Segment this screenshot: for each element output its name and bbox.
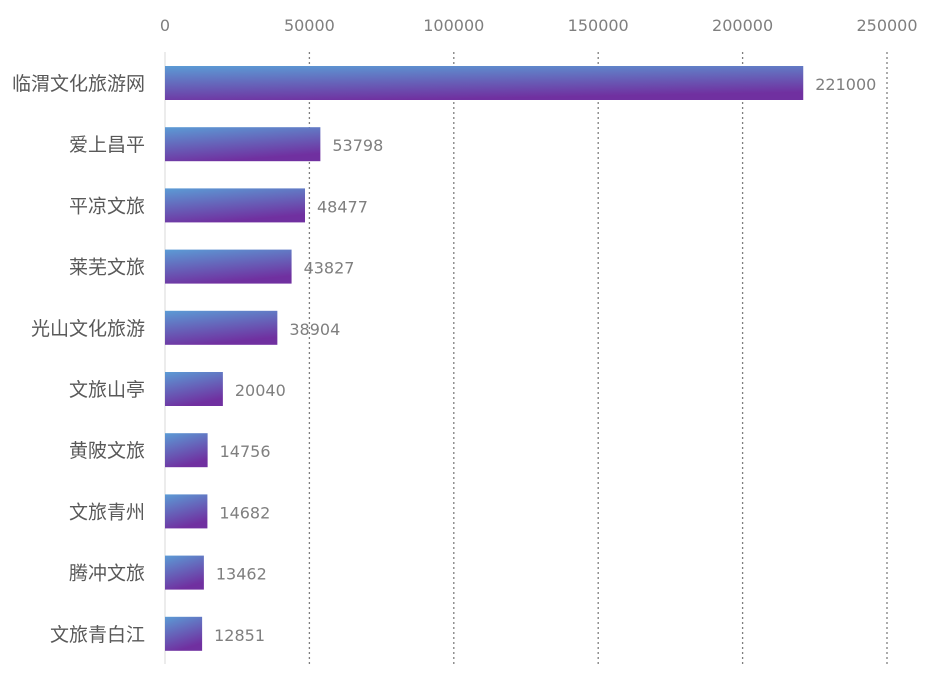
x-tick-label: 200000 <box>712 16 773 35</box>
data-label: 14682 <box>219 503 270 522</box>
category-label: 黄陂文旅 <box>69 440 145 462</box>
x-tick-label: 150000 <box>568 16 629 35</box>
category-label: 文旅青白江 <box>50 624 145 646</box>
bar <box>165 372 223 406</box>
bar <box>165 310 278 345</box>
category-label: 爱上昌平 <box>69 134 145 156</box>
data-label: 14756 <box>220 442 271 461</box>
category-label: 莱芜文旅 <box>69 257 145 279</box>
x-tick-label: 50000 <box>284 16 335 35</box>
x-tick-label: 0 <box>160 16 170 35</box>
x-tick-label: 100000 <box>423 16 484 35</box>
bar <box>165 616 203 651</box>
bar <box>165 433 208 468</box>
data-label: 38904 <box>289 320 340 339</box>
data-label: 221000 <box>815 75 876 94</box>
bar <box>165 555 204 590</box>
category-label: 文旅山亭 <box>69 379 145 401</box>
bar <box>165 66 804 100</box>
data-label: 13462 <box>216 565 267 584</box>
data-labels: 221000 53798 48477 43827 38904 20040 14756 1468… <box>214 75 876 645</box>
bar <box>165 249 292 284</box>
data-label: 48477 <box>317 197 368 216</box>
bar <box>165 494 208 529</box>
category-label: 腾冲文旅 <box>69 563 145 585</box>
x-axis-ticks: 0 50000 100000 150000 200000 250000 <box>160 16 918 35</box>
data-label: 53798 <box>332 136 383 155</box>
category-label: 平凉文旅 <box>69 195 145 217</box>
data-label: 12851 <box>214 626 265 645</box>
x-tick-label: 250000 <box>856 16 917 35</box>
category-label: 光山文化旅游 <box>31 318 145 340</box>
data-label: 43827 <box>304 259 355 278</box>
bars <box>165 66 804 651</box>
grid-lines <box>308 52 888 664</box>
bar <box>165 188 306 223</box>
category-labels: 临渭文化旅游网爱上昌平平凉文旅莱芜文旅光山文化旅游文旅山亭黄陂文旅文旅青州腾冲文… <box>12 73 145 646</box>
bar <box>165 127 321 162</box>
category-label: 文旅青州 <box>69 501 145 523</box>
category-label: 临渭文化旅游网 <box>12 73 145 95</box>
data-label: 20040 <box>235 381 286 400</box>
